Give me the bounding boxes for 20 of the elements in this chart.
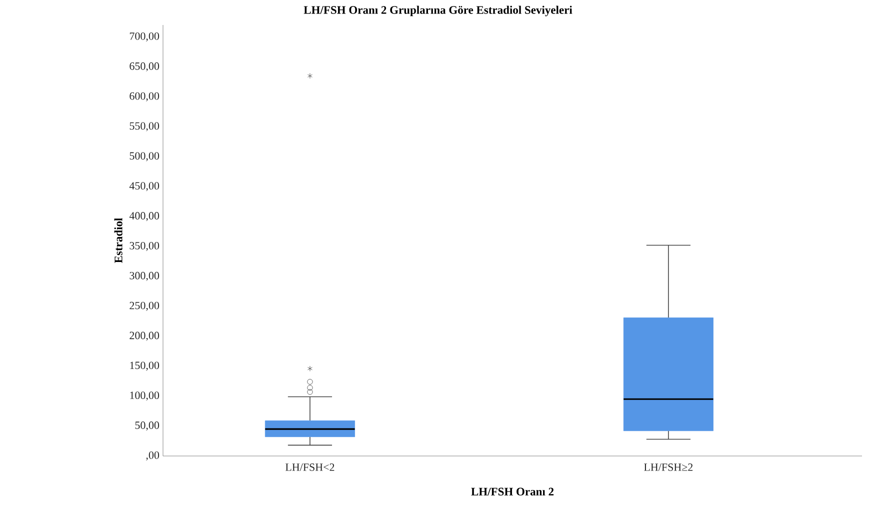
- y-tick-label: 600,00: [130, 92, 160, 102]
- y-tick-label: 300,00: [130, 272, 160, 281]
- y-tick-label: 700,00: [130, 32, 160, 42]
- y-tick-label: 400,00: [129, 212, 160, 222]
- y-tick-label: 150,00: [130, 362, 160, 371]
- y-tick-label: 200,00: [130, 332, 160, 341]
- y-tick-label: 450,00: [129, 182, 160, 192]
- y-tick-label: 550,00: [130, 122, 160, 132]
- y-tick-label: 500,00: [130, 152, 160, 162]
- x-tick-label: LH/FSH≥2: [644, 464, 693, 471]
- y-tick-label: 50,00: [135, 422, 160, 431]
- y-tick-label: ,00: [146, 451, 160, 460]
- y-tick-label: 250,00: [130, 302, 160, 311]
- y-axis-title: Estradiol: [114, 218, 122, 263]
- y-tick-label: 100,00: [130, 392, 160, 401]
- y-tick-label: 650,00: [130, 62, 160, 72]
- chart-title: LH/FSH Oranı 2 Gruplarına Göre Estradiol Seviyeleri: [304, 6, 572, 16]
- x-tick-label: LH/FSH<2: [285, 464, 334, 471]
- y-tick-label: 350,00: [130, 242, 160, 251]
- x-axis-title: LH/FSH Oranı 2: [471, 488, 554, 496]
